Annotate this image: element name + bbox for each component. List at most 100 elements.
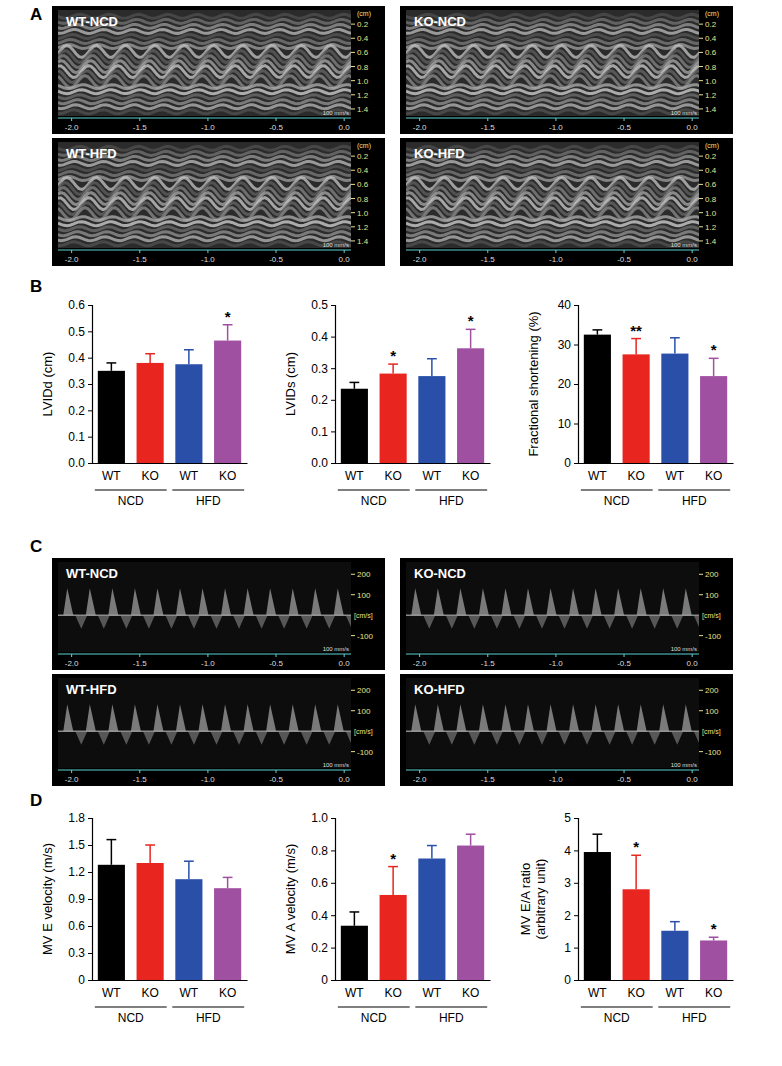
tick-label: 0.8: [311, 844, 328, 858]
echo-band: [406, 29, 699, 33]
tick-label: 1.4: [705, 237, 717, 246]
image-background: [58, 562, 351, 652]
image-frame: [52, 6, 385, 134]
tick-mark: [88, 845, 92, 846]
tick: [699, 212, 703, 213]
image-label: KO-NCD: [414, 14, 466, 29]
error-line: [111, 840, 113, 865]
tick-label: WT: [588, 986, 607, 1000]
significance: *: [633, 838, 639, 855]
time-axis: [406, 118, 699, 119]
tick-mark: [88, 953, 92, 954]
axis-title: MV E velocity (m/s): [40, 843, 55, 955]
tick: 0.4: [68, 351, 92, 365]
tick-mark: [574, 345, 578, 346]
group-bracket: [581, 1006, 653, 1007]
error-cap: [670, 921, 680, 923]
tick-label: 0.5: [68, 325, 85, 339]
doppler-wave: [614, 704, 624, 731]
echo-band: [406, 105, 699, 109]
tick: [699, 156, 703, 157]
tick: 0.0: [68, 456, 92, 470]
doppler-wave: [513, 615, 525, 629]
x-axis: WTKOWTKO: [336, 980, 491, 1000]
doppler-wave: [120, 615, 132, 629]
tick: [699, 574, 703, 575]
image-frame: [400, 558, 733, 670]
echo-band: [58, 85, 351, 89]
tick-label: 200: [357, 686, 371, 695]
group-bracket: [172, 1006, 244, 1007]
tick: [692, 654, 693, 657]
image-background: [58, 10, 351, 116]
error-cap: [223, 877, 233, 879]
tick: [699, 594, 703, 595]
echo-band: [406, 161, 699, 165]
tick-mark: [331, 337, 335, 338]
time-axis: [58, 770, 351, 771]
error-cap: [670, 337, 680, 339]
plot-area: [341, 834, 484, 980]
doppler-wave: [199, 588, 209, 615]
tick: [699, 80, 703, 81]
error-cap: [592, 833, 602, 835]
tick: 0.3: [68, 946, 92, 960]
significance: *: [390, 850, 396, 867]
doppler-wave: [446, 731, 458, 745]
tick: KO: [705, 980, 722, 1000]
doppler-wave: [311, 704, 321, 731]
tick-mark: [574, 948, 578, 949]
doppler-wave: [346, 615, 351, 629]
tick: 0.2: [311, 941, 335, 955]
tick-label: -2.0: [65, 123, 79, 132]
error-line: [392, 364, 394, 373]
doppler-wave: [98, 615, 110, 629]
tick: [207, 654, 208, 657]
group-label: NCD: [361, 1011, 387, 1025]
significance: *: [225, 308, 231, 325]
error-line: [635, 339, 637, 355]
error-bar: [184, 861, 194, 879]
tick-mark: [88, 410, 92, 411]
tick-label: 0.4: [68, 351, 85, 365]
tick-label: 1.2: [357, 91, 369, 100]
tick-label: -0.5: [617, 659, 631, 668]
tick: WT: [423, 463, 442, 483]
tick-label: 0.4: [357, 34, 369, 43]
doppler-wave: [233, 731, 245, 745]
tick-mark: [88, 331, 92, 332]
y-axis: 012345: [564, 811, 578, 987]
tick: [555, 250, 556, 253]
image-texture: [406, 142, 699, 248]
error-cap: [427, 358, 437, 360]
error-bar: [427, 846, 437, 859]
tick-label: 0: [564, 973, 571, 987]
image-frame: [400, 6, 733, 134]
error-line: [674, 922, 676, 931]
tick-label: -2.0: [413, 255, 427, 264]
doppler-wave: [411, 704, 421, 731]
tick-label: -0.5: [269, 775, 283, 784]
tick-mark: [574, 305, 578, 306]
echo-image: KO-NCD200100-100[cm/s]-2.0-1.5-1.0-0.50.…: [400, 558, 733, 670]
echo-band: [58, 242, 351, 246]
tick-label: 0.1: [311, 425, 328, 439]
x-axis: WTKOWTKO: [336, 463, 491, 483]
doppler-wave: [211, 731, 223, 745]
sweep-label: 100 mm/s: [671, 646, 697, 652]
unit-label: (cm): [705, 10, 719, 18]
tick-mark: [88, 872, 92, 873]
time-axis: [406, 654, 699, 655]
tick: [699, 38, 703, 39]
group-label: HFD: [439, 494, 464, 508]
tick: [351, 690, 355, 691]
tick: KO: [705, 463, 722, 483]
doppler-wave: [491, 731, 503, 745]
error-cap: [145, 353, 155, 355]
doppler-wave: [256, 731, 268, 745]
tick-label: 0.4: [705, 34, 717, 43]
doppler-wave: [423, 731, 435, 745]
tick: [699, 710, 703, 711]
tick: 1.5: [68, 838, 92, 852]
echo-band: [406, 171, 699, 175]
